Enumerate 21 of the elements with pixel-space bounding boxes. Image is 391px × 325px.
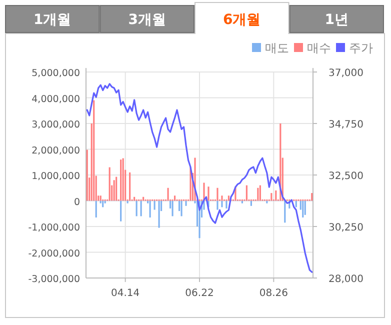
x-tick-label: 08.26 <box>259 288 288 299</box>
legend-label: 매도 <box>265 41 289 55</box>
y2-tick-label: 37,000 <box>328 68 364 79</box>
legend-label: 주가 <box>349 41 373 55</box>
tabs: 1개월 3개월 6개월 1년 <box>5 2 384 35</box>
x-tick-label: 06.22 <box>185 288 214 299</box>
y2-tick-label: 30,250 <box>328 222 364 234</box>
legend-label: 매수 <box>307 41 331 55</box>
y2-tick-label: 34,750 <box>328 120 364 130</box>
y-tick-label: 4,000,000 <box>32 94 80 105</box>
y-tick-label: 5,000,000 <box>32 68 80 79</box>
y-tick-label: 0 <box>74 196 80 208</box>
y2-tick-label: 32,500 <box>328 171 364 182</box>
y-tick-label: 3,000,000 <box>32 120 80 130</box>
y-tick-label: 2,000,000 <box>32 145 80 156</box>
y2-tick-label: 28,000 <box>328 274 364 285</box>
y-tick-label: 1,000,000 <box>32 171 80 182</box>
x-tick-label: 04.14 <box>111 288 140 299</box>
y-tick-label: -2,000,000 <box>28 248 80 260</box>
y-tick-label: -1,000,000 <box>28 222 80 234</box>
y-tick-label: -3,000,000 <box>28 274 80 285</box>
